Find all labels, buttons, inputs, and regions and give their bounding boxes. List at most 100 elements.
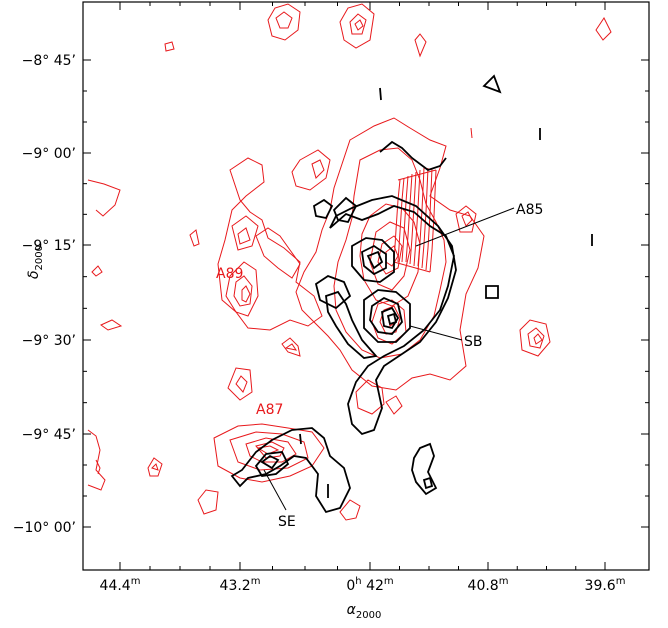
red-contour: [379, 305, 401, 335]
red-contour: [100, 319, 123, 331]
red-contour: [255, 227, 301, 279]
black-contour: [332, 196, 358, 224]
x-tick-label: 40.8m: [468, 576, 509, 594]
sb-leader: [409, 325, 463, 341]
black-contour: [329, 195, 457, 436]
annotation-a87: A87: [256, 402, 283, 418]
red-contour: [533, 333, 543, 345]
annotation-a85: A85: [516, 202, 543, 218]
red-contour: [87, 429, 106, 491]
red-contour: [527, 327, 545, 349]
black-contour: [366, 250, 384, 270]
y-tick-label: −9° 45’: [22, 427, 76, 443]
red-contour: [429, 169, 437, 273]
red-contour: [393, 179, 401, 263]
red-contour: [267, 3, 301, 41]
red-contour: [235, 375, 248, 393]
black-contour: [230, 427, 351, 514]
black-contour: [351, 237, 395, 283]
plot-frame: [82, 1, 650, 571]
black-contour: [369, 296, 403, 335]
tick-marks: [83, 2, 649, 570]
red-contour: [233, 275, 253, 307]
black-contour: [485, 285, 499, 299]
red-contour: [455, 205, 477, 233]
annotation-leaders: [263, 207, 515, 511]
red-contour: [231, 215, 259, 251]
red-contour: [385, 395, 403, 415]
red-contour: [197, 489, 219, 515]
y-axis-label: δ2000: [26, 245, 45, 279]
red-contour: [595, 17, 612, 41]
red-contour: [227, 367, 253, 401]
red-contour: [229, 431, 309, 471]
red-contour: [213, 423, 325, 483]
red-contour: [95, 459, 101, 475]
black-contour: [299, 433, 302, 445]
red-contour: [225, 261, 259, 317]
y-tick-label: −8° 45’: [22, 53, 76, 69]
annotation-a89: A89: [216, 266, 243, 282]
x-tick-label: 44.4m: [100, 576, 141, 594]
red-contour: [405, 173, 413, 263]
red-contour: [87, 179, 121, 217]
red-contour: [295, 117, 485, 391]
annotation-sb: SB: [464, 334, 483, 350]
red-contour: [311, 159, 325, 179]
black-contour: [482, 74, 502, 94]
red-contour: [256, 445, 280, 455]
red-contour: [417, 167, 425, 267]
red-contour: [237, 227, 251, 245]
red-contour: [461, 211, 473, 227]
red-contour: [397, 177, 405, 263]
red-contour: [421, 167, 429, 269]
annotation-se: SE: [278, 514, 296, 530]
se-leader: [263, 469, 287, 511]
red-contour: [333, 147, 447, 359]
black-contour: [422, 476, 434, 490]
red-contour: [397, 169, 437, 181]
red-contour: [377, 235, 403, 275]
x-axis-label: α2000: [347, 602, 382, 621]
red-contour: [414, 33, 427, 58]
x-tick-label: 43.2m: [220, 576, 261, 594]
black-contour: [314, 274, 352, 310]
red-contour: [519, 319, 551, 357]
x-tick-label: 0h 42m: [346, 576, 393, 594]
red-contour: [349, 13, 367, 35]
red-contour-series: [87, 3, 612, 521]
black-contour: [254, 451, 290, 477]
y-tick-label: −10° 00’: [13, 520, 76, 536]
red-contour: [281, 337, 301, 357]
x-tick-label: 39.6m: [585, 576, 626, 594]
red-contour: [409, 171, 417, 265]
red-contour: [189, 229, 200, 247]
black-contour: [363, 289, 411, 343]
red-contour: [401, 175, 409, 263]
red-contour: [164, 41, 175, 52]
red-contour: [425, 167, 433, 271]
x-tick-labels: 44.4m 43.2m 0h 42m 40.8m 39.6m: [100, 576, 626, 594]
y-tick-label: −9° 30’: [22, 333, 76, 349]
red-contour: [413, 169, 421, 267]
red-contour: [339, 3, 375, 49]
red-contour: [91, 265, 103, 277]
red-contour: [147, 457, 163, 477]
black-contour: [379, 87, 382, 101]
red-contour: [339, 499, 361, 521]
y-tick-labels: −8° 45’ −9° 00’ −9° 15’ −9° 30’ −9° 45’ −10° …: [13, 53, 76, 536]
black-contour: [361, 244, 387, 276]
red-contour: [217, 157, 323, 331]
red-contour: [355, 379, 385, 415]
black-contour: [386, 312, 398, 326]
y-tick-label: −9° 00’: [22, 146, 76, 162]
black-contour: [411, 442, 438, 496]
black-contour: [260, 454, 280, 470]
a85-leader: [415, 207, 515, 247]
red-contour: [291, 149, 331, 191]
red-contour: [354, 19, 364, 31]
black-contour: [379, 140, 447, 172]
y-tick-label: −9° 15’: [22, 238, 76, 254]
red-contour: [241, 285, 251, 303]
